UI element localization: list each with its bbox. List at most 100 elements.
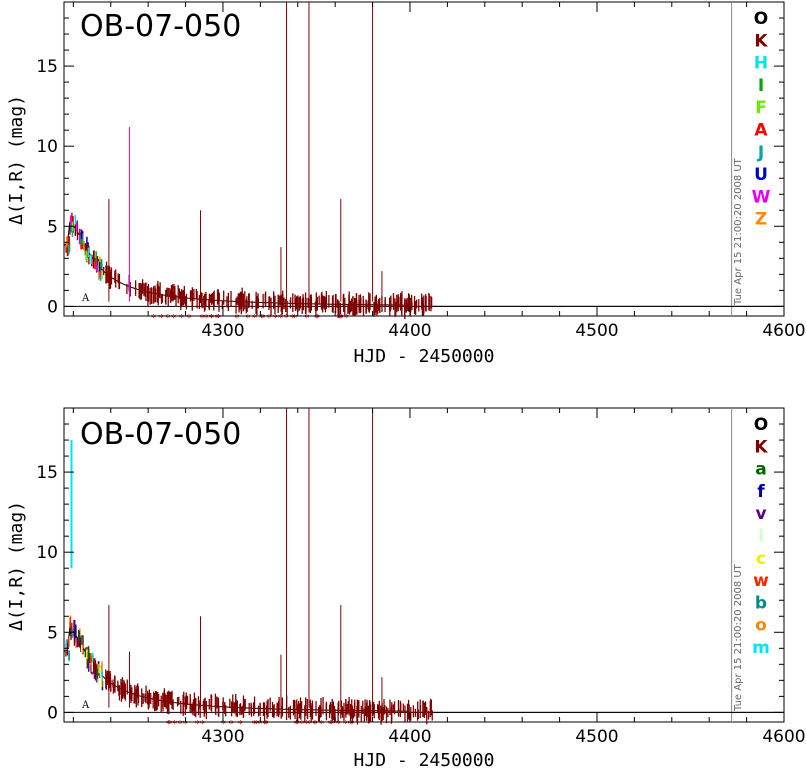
y-tick-label: 5 xyxy=(47,217,58,237)
panel-top: **** * * ** ** ** * ** ** * ** ** * ** ** *** 4300 4400 4… xyxy=(6,1,806,367)
legend-entry: H xyxy=(754,54,768,74)
data-marks: ****************************** xyxy=(63,408,784,730)
x-tick-label: 4300 xyxy=(201,321,244,341)
outlier-marker: * xyxy=(200,720,205,730)
outlier-marker: * xyxy=(172,720,177,730)
x-tick-label: 4400 xyxy=(388,727,431,747)
outlier-marker: * xyxy=(267,314,272,324)
legend-entry: Z xyxy=(755,210,767,230)
outlier-marker: * xyxy=(178,720,183,730)
outlier-marker: * xyxy=(284,314,289,324)
outlier-marker: * xyxy=(254,720,259,730)
legend-entry: W xyxy=(752,187,771,207)
y-tick-label: 0 xyxy=(47,703,58,723)
outlier-marker: * xyxy=(329,720,334,730)
outlier-marker: * xyxy=(336,720,341,730)
outlier-marker: * xyxy=(278,314,283,324)
outlier-marker: * xyxy=(187,314,192,324)
chart-title: OB-07-050 xyxy=(80,417,241,452)
annotation-label: A xyxy=(81,700,90,711)
legend-entry: O xyxy=(754,415,768,435)
outlier-marker: * xyxy=(313,720,318,730)
outlier-marker: * xyxy=(314,314,319,324)
timestamp-label: Tue Apr 15 21:00:20 2008 UT xyxy=(733,157,744,306)
outlier-marker: * xyxy=(215,314,220,324)
chart-title: OB-07-050 xyxy=(80,9,241,44)
legend-entry: f xyxy=(757,482,765,502)
outlier-marker: * xyxy=(166,314,171,324)
outlier-marker: * xyxy=(319,720,324,730)
axis-ticks: 4300 4400 4500 4600 0 5 10 15 xyxy=(36,408,806,747)
outlier-marker: * xyxy=(200,314,205,324)
x-tick-label: 4400 xyxy=(388,321,431,341)
legend-entry: c xyxy=(756,549,766,569)
outlier-marker: * xyxy=(252,314,257,324)
y-tick-label: 0 xyxy=(47,297,58,317)
x-tick-label: 4500 xyxy=(575,321,618,341)
outlier-marker: * xyxy=(343,720,348,730)
outlier-marker: * xyxy=(246,314,251,324)
axis-ticks: 4300 4400 4500 4600 0 5 10 15 xyxy=(36,2,806,341)
outlier-marker: * xyxy=(264,720,269,730)
outlier-marker: * xyxy=(235,314,240,324)
outlier-marker: * xyxy=(264,720,269,730)
outlier-marker: * xyxy=(338,314,343,324)
outlier-marker: * xyxy=(328,720,333,730)
outlier-marker: * xyxy=(179,314,184,324)
legend-entry: I xyxy=(758,76,764,96)
outlier-marker: * xyxy=(339,314,344,324)
y-axis-label: Δ(I,R) (mag) xyxy=(6,501,27,631)
outlier-marker: * xyxy=(337,314,342,324)
outlier-marker: * xyxy=(315,314,320,324)
x-axis-label: HJD - 2450000 xyxy=(354,750,495,769)
outlier-marker: * xyxy=(294,720,299,730)
outlier-marker: * xyxy=(344,314,349,324)
legend-entry: U xyxy=(754,165,768,185)
legend-entry: F xyxy=(755,98,767,118)
legend-entry: b xyxy=(755,593,767,613)
y-tick-label: 10 xyxy=(36,543,58,563)
x-tick-label: 4600 xyxy=(762,321,805,341)
outlier-marker: * xyxy=(290,314,295,324)
outlier-marker: * xyxy=(159,314,164,324)
x-tick-label: 4500 xyxy=(575,727,618,747)
plot-frame xyxy=(63,1,785,317)
legend-entry: J xyxy=(757,143,764,163)
y-tick-label: 5 xyxy=(47,623,58,643)
outlier-marker: * xyxy=(167,720,172,730)
outlier-marker: * xyxy=(183,720,188,730)
outlier-marker: * xyxy=(204,314,209,324)
y-tick-label: 10 xyxy=(36,137,58,157)
outlier-marker: * xyxy=(307,720,312,730)
legend-entry: a xyxy=(755,460,766,480)
outlier-marker: * xyxy=(216,314,221,324)
outlier-marker: * xyxy=(350,720,355,730)
outlier-marker: * xyxy=(262,720,267,730)
x-axis-label: HJD - 2450000 xyxy=(354,346,495,367)
legend-entry: O xyxy=(754,9,768,29)
legend-entry: w xyxy=(753,571,769,591)
outlier-marker: * xyxy=(209,314,214,324)
panel-bottom: ** * * ** ** * ** **** *** *** *** * ** ** * 4300 4400 4… xyxy=(6,407,806,771)
legend-entry: l xyxy=(758,527,764,547)
y-axis-label: Δ(I,R) (mag) xyxy=(6,95,27,225)
outlier-marker: * xyxy=(221,720,226,730)
x-tick-label: 4300 xyxy=(201,727,244,747)
outlier-marker: * xyxy=(304,720,309,730)
legend-entry: K xyxy=(754,437,768,457)
outlier-marker: * xyxy=(195,720,200,730)
legend-entry: o xyxy=(755,616,767,636)
outlier-marker: * xyxy=(259,314,264,324)
outlier-marker: * xyxy=(305,314,310,324)
outlier-marker: * xyxy=(252,720,257,730)
outlier-marker: * xyxy=(348,720,353,730)
outlier-marker: * xyxy=(229,720,234,730)
x-tick-label: 4600 xyxy=(762,727,805,747)
annotation-label: A xyxy=(81,293,90,304)
y-tick-label: 15 xyxy=(36,57,58,77)
outlier-marker: * xyxy=(293,314,298,324)
